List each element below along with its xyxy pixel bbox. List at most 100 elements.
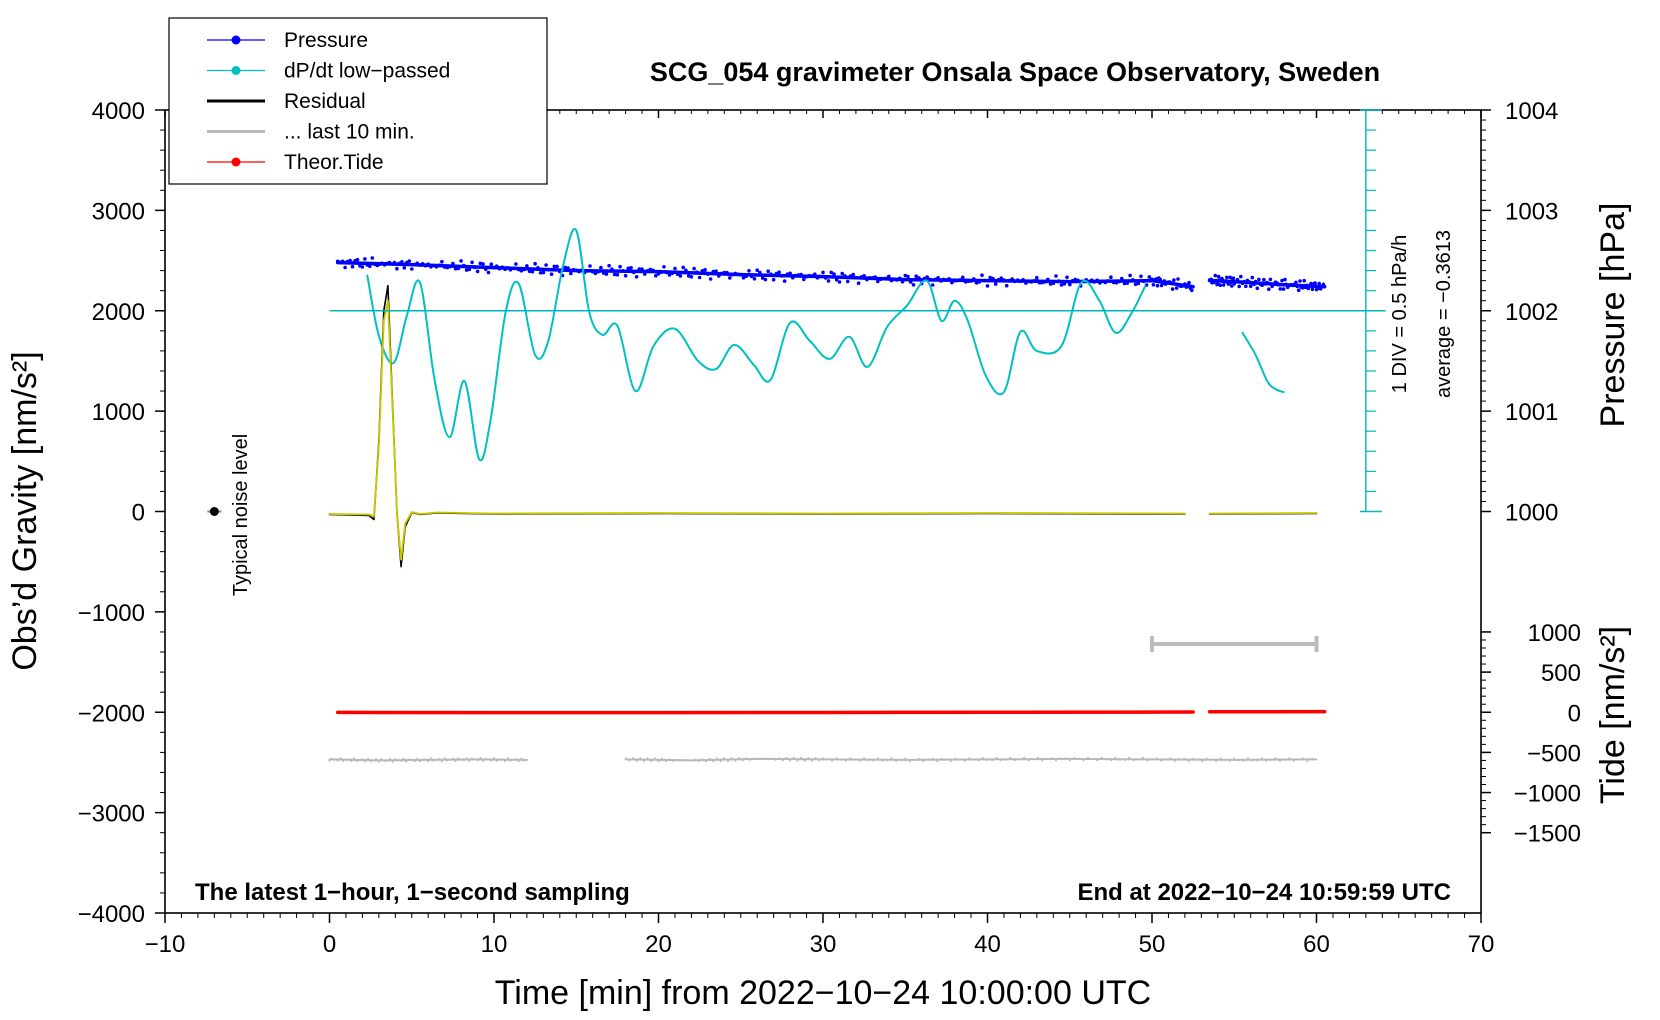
offset-sample — [408, 758, 410, 761]
pressure-sample — [1007, 278, 1012, 283]
pressure-sample — [1262, 277, 1266, 282]
pressure-sample — [1284, 282, 1289, 287]
pressure-sample — [1316, 286, 1320, 291]
x-tick-label: 30 — [810, 931, 837, 958]
offset-sample — [336, 759, 339, 762]
pressure-sample — [593, 271, 598, 276]
offset-sample — [1288, 757, 1291, 760]
pressure-sample — [963, 280, 968, 284]
offset-sample — [705, 760, 707, 763]
pressure-sample — [930, 283, 935, 287]
pressure-sample — [1310, 287, 1315, 292]
offset-sample — [334, 758, 336, 761]
pressure-sample — [412, 262, 417, 267]
offset-sample — [388, 758, 391, 760]
offset-sample — [1087, 756, 1089, 759]
series-line — [328, 284, 1186, 568]
offset-sample — [1196, 758, 1199, 761]
pressure-sample — [821, 270, 825, 275]
offset-sample — [399, 760, 402, 762]
pressure-sample — [610, 267, 614, 272]
offset-sample — [940, 757, 943, 760]
offset-sample — [405, 760, 408, 763]
series-last-10-min-offset-trace — [328, 756, 1318, 763]
offset-sample — [1269, 759, 1272, 761]
pressure-sample — [508, 268, 513, 272]
pressure-sample — [1301, 286, 1305, 290]
legend-label: Pressure — [284, 29, 368, 52]
offset-sample — [377, 760, 380, 763]
offset-sample — [831, 759, 834, 762]
pressure-sample — [1026, 279, 1031, 284]
offset-sample — [781, 759, 784, 762]
pressure-sample — [1035, 275, 1039, 280]
pressure-sample — [733, 271, 738, 276]
pressure-sample — [478, 261, 483, 266]
pressure-sample — [769, 272, 773, 277]
pressure-sample — [1276, 282, 1281, 287]
pressure-sample — [1313, 281, 1317, 285]
offset-sample — [646, 757, 649, 760]
pressure-sample — [1040, 280, 1045, 285]
pressure-sample — [429, 265, 433, 269]
offset-sample — [818, 759, 821, 762]
pressure-sample — [566, 266, 570, 270]
offset-sample — [1219, 757, 1222, 760]
pressure-sample — [659, 270, 663, 275]
offset-sample — [968, 757, 971, 760]
pressure-sample — [834, 278, 839, 282]
pressure-sample — [747, 269, 751, 273]
offset-sample — [863, 757, 866, 760]
pressure-sample — [760, 276, 765, 280]
pressure-sample — [1278, 287, 1283, 291]
offset-sample — [1082, 759, 1085, 762]
pressure-sample — [348, 258, 352, 263]
pressure-sample — [571, 267, 576, 272]
pressure-sample — [876, 279, 880, 284]
pressure-sample — [536, 266, 540, 270]
offset-sample — [517, 760, 520, 763]
noise-level-label: Typical noise level — [230, 434, 252, 596]
offset-sample — [484, 757, 487, 760]
pressure-sample — [993, 282, 998, 286]
offset-sample — [361, 758, 364, 761]
pressure-sample — [355, 257, 360, 262]
pressure-sample — [544, 263, 548, 267]
pressure-sample — [1095, 278, 1099, 283]
pressure-sample — [711, 269, 716, 274]
pressure-sample — [497, 266, 502, 271]
offset-sample — [410, 758, 413, 761]
pressure-sample — [467, 267, 472, 272]
pressure-sample — [928, 277, 932, 282]
series-residual-yellow-overlay — [328, 299, 1318, 561]
y-left-tick-label: −3000 — [78, 801, 145, 828]
offset-sample — [719, 760, 722, 763]
pressure-sample — [632, 270, 636, 275]
pressure-sample — [656, 272, 661, 276]
pressure-sample — [511, 266, 515, 271]
pressure-sample — [1048, 282, 1053, 286]
bottom-left-note: The latest 1−hour, 1−second sampling — [195, 879, 630, 906]
pressure-sample — [1151, 283, 1156, 287]
pressure-tick-label: 1004 — [1505, 98, 1558, 125]
pressure-sample — [678, 274, 683, 278]
div-scale-label: 1 DIV = 0.5 hPa/h — [1389, 235, 1411, 393]
pressure-sample — [1281, 287, 1286, 291]
pressure-sample — [1013, 279, 1017, 284]
pressure-sample — [1037, 280, 1042, 285]
pressure-sample — [1158, 277, 1162, 282]
pressure-sample — [350, 264, 355, 269]
pressure-sample — [1015, 278, 1020, 282]
offset-sample — [803, 759, 806, 762]
offset-sample — [394, 758, 397, 761]
pressure-sample — [1174, 286, 1179, 290]
offset-sample — [350, 760, 353, 763]
pressure-sample — [651, 268, 655, 273]
offset-sample — [1128, 756, 1131, 759]
pressure-sample — [845, 279, 850, 284]
pressure-sample — [1317, 281, 1321, 286]
offset-sample — [895, 760, 898, 762]
offset-sample — [1055, 759, 1057, 762]
pressure-sample — [1133, 282, 1138, 287]
pressure-sample — [777, 270, 781, 275]
